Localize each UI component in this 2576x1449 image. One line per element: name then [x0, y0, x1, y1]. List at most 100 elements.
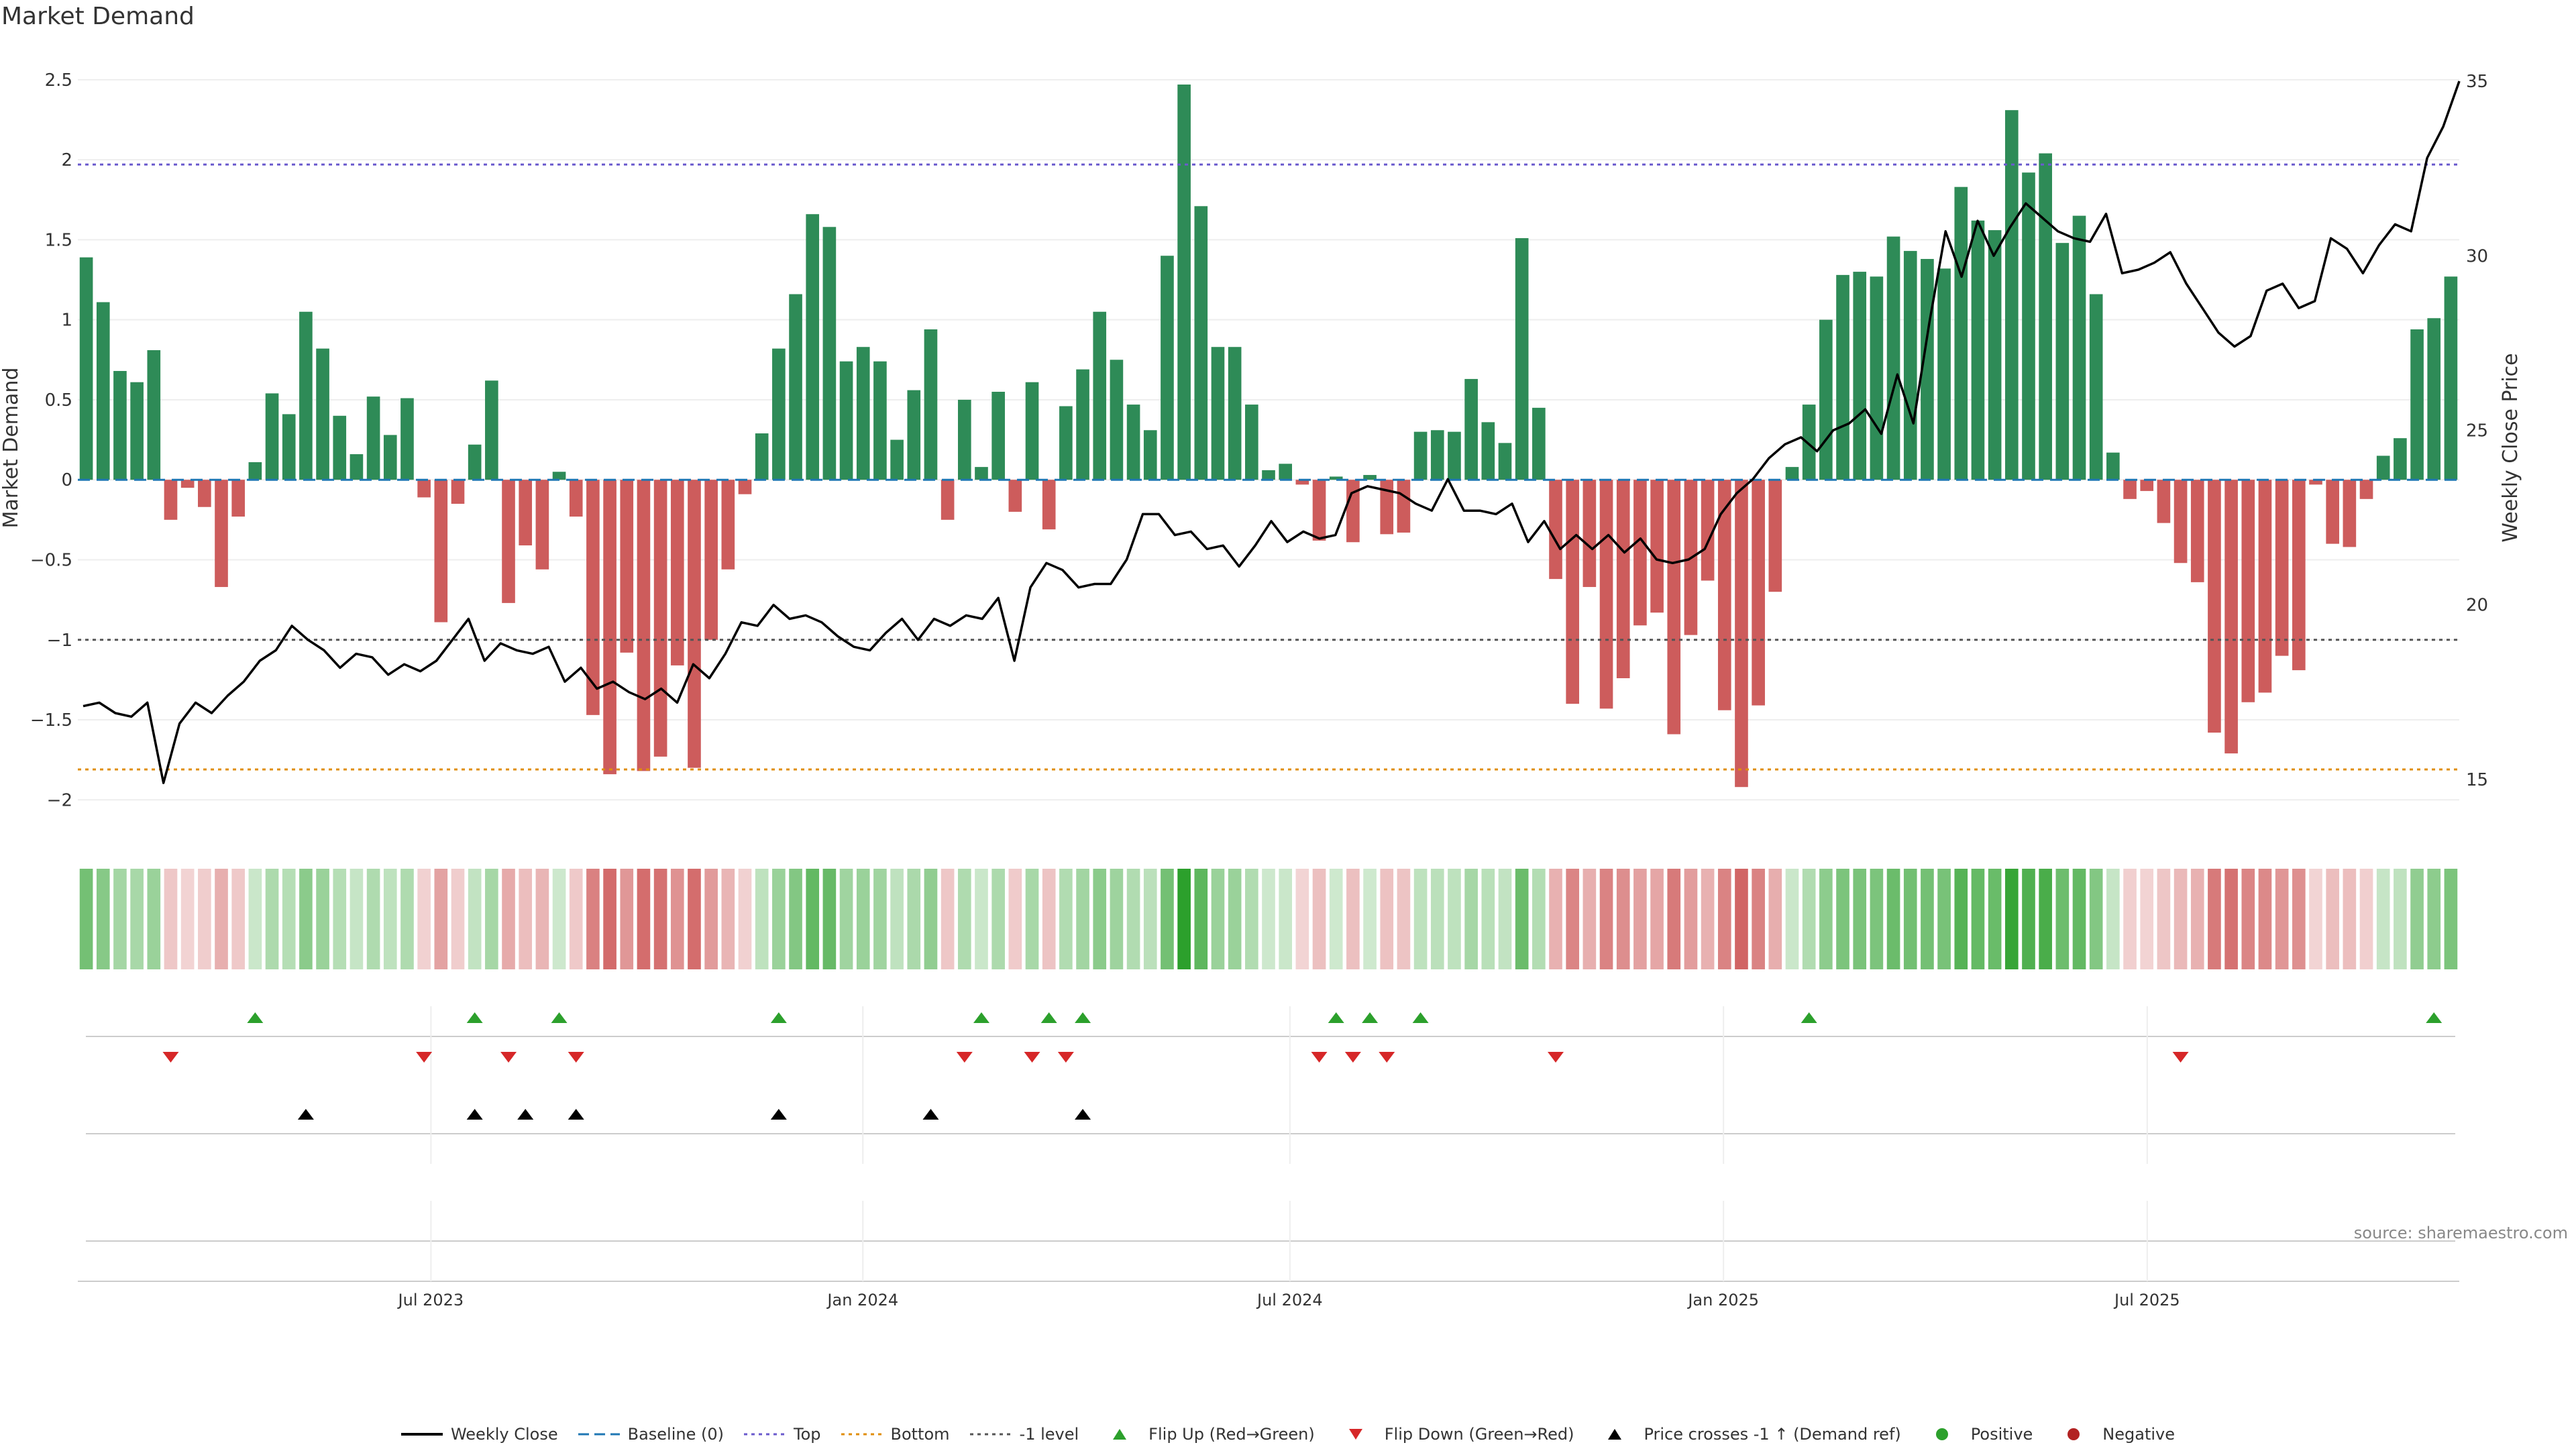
- heat-cell: [1262, 869, 1275, 969]
- price-cross-marker: [568, 1109, 584, 1120]
- heat-cell: [2140, 869, 2154, 969]
- demand-bar: [1177, 85, 1191, 480]
- heat-cell: [620, 869, 634, 969]
- y-tick-label: 2.5: [45, 70, 72, 91]
- demand-bar: [180, 480, 195, 488]
- heat-cell: [2072, 869, 2086, 969]
- heat-cell: [2343, 869, 2357, 969]
- heat-cell: [2258, 869, 2272, 969]
- heat-cell: [1346, 869, 1360, 969]
- demand-bar: [2039, 153, 2052, 480]
- demand-bar: [975, 467, 988, 480]
- heat-cell: [1279, 869, 1292, 969]
- demand-bar: [1380, 480, 1394, 535]
- heat-cell: [2241, 869, 2255, 969]
- legend-item: Flip Up (Red→Green): [1099, 1425, 1315, 1444]
- demand-bar: [1515, 238, 1529, 480]
- demand-bar: [941, 480, 955, 520]
- demand-bar: [1836, 274, 1849, 480]
- heat-cell: [130, 869, 144, 969]
- heat-cell: [2309, 869, 2322, 969]
- heat-cell: [316, 869, 329, 969]
- demand-bar: [1532, 407, 1546, 480]
- legend: Weekly Close Baseline (0) Top Bottom -1 leve…: [0, 1425, 2576, 1444]
- y2-tick-label: 20: [2466, 596, 2488, 616]
- heat-cell: [1498, 869, 1512, 969]
- heat-cell: [2055, 869, 2070, 969]
- demand-bar: [535, 480, 549, 570]
- demand-bar: [366, 396, 380, 480]
- heat-cell: [704, 869, 718, 969]
- heat-cell: [1025, 869, 1039, 969]
- demand-bar: [2123, 480, 2137, 499]
- heat-cell: [2190, 869, 2204, 969]
- demand-bar: [1701, 480, 1715, 581]
- heat-cell: [856, 869, 870, 969]
- price-cross-marker: [922, 1109, 939, 1120]
- demand-bar: [1346, 480, 1360, 543]
- demand-bar: [1903, 251, 1917, 480]
- demand-bar: [1566, 480, 1580, 704]
- y-tick-label: 2: [61, 150, 72, 170]
- legend-symbol: [400, 1433, 443, 1436]
- heat-cell: [366, 869, 380, 969]
- demand-bar: [1498, 443, 1512, 480]
- heat-cell: [485, 869, 498, 969]
- y-tick-label: 0.5: [45, 390, 72, 411]
- heat-cell: [1194, 869, 1208, 969]
- flip-up-marker: [2426, 1012, 2443, 1023]
- heat-cell: [637, 869, 651, 969]
- demand-bar: [1329, 476, 1343, 480]
- heat-cell: [924, 869, 938, 969]
- demand-bar: [2174, 480, 2188, 564]
- heat-cell: [2410, 869, 2424, 969]
- flip-down-marker: [956, 1052, 973, 1063]
- heat-cell: [282, 869, 296, 969]
- heat-cell: [957, 869, 971, 969]
- legend-symbol: [1113, 1429, 1127, 1440]
- legend-symbol: [841, 1433, 883, 1436]
- demand-bar: [552, 472, 566, 480]
- heat-cell: [2275, 869, 2289, 969]
- heat-cell: [1008, 869, 1022, 969]
- legend-item: Positive: [1921, 1425, 2033, 1444]
- heat-cell: [991, 869, 1005, 969]
- demand-bar: [1211, 347, 1225, 480]
- legend-symbol: [1608, 1429, 1622, 1440]
- heat-cell: [1886, 869, 1900, 969]
- heat-cell: [552, 869, 566, 969]
- demand-bar: [1667, 480, 1681, 735]
- demand-bar: [2394, 438, 2407, 480]
- price-cross-marker: [770, 1109, 787, 1120]
- flip-down-marker: [416, 1052, 433, 1063]
- heat-cell: [789, 869, 802, 969]
- demand-bar: [231, 480, 246, 517]
- heat-cell: [2039, 869, 2052, 969]
- heat-cell: [1616, 869, 1630, 969]
- heat-cell: [1042, 869, 1056, 969]
- demand-bar: [1161, 256, 1174, 480]
- heat-cell: [1413, 869, 1428, 969]
- heat-cell: [2123, 869, 2137, 969]
- demand-bar: [2376, 455, 2390, 480]
- y2-tick-label: 35: [2466, 72, 2488, 92]
- demand-bar: [79, 257, 93, 480]
- demand-bar: [873, 361, 887, 480]
- demand-bar: [333, 415, 347, 480]
- heat-cell: [1397, 869, 1411, 969]
- heat-cell: [350, 869, 364, 969]
- y-tick-label: 1.5: [45, 230, 72, 250]
- price-cross-marker: [466, 1109, 483, 1120]
- heat-cell: [79, 869, 93, 969]
- heat-cell: [96, 869, 110, 969]
- y-tick-label: −2: [47, 790, 72, 810]
- heat-cell: [1735, 869, 1748, 969]
- demand-bar: [265, 393, 279, 480]
- heat-cell: [1853, 869, 1867, 969]
- heat-cell: [198, 869, 211, 969]
- source-note: source: sharemaestro.com: [2353, 1224, 2568, 1242]
- demand-bar: [738, 480, 752, 494]
- demand-bar: [1988, 230, 2002, 480]
- demand-bar: [2106, 452, 2120, 480]
- flip-up-marker: [1801, 1012, 1817, 1023]
